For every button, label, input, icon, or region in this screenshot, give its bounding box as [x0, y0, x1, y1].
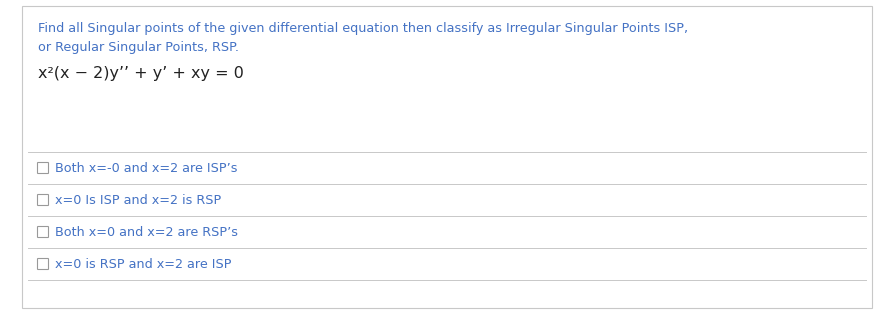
- FancyBboxPatch shape: [38, 163, 48, 174]
- Text: or Regular Singular Points, RSP.: or Regular Singular Points, RSP.: [38, 41, 239, 54]
- Text: Both x=0 and x=2 are RSP’s: Both x=0 and x=2 are RSP’s: [55, 225, 238, 239]
- Text: x=0 is RSP and x=2 are ISP: x=0 is RSP and x=2 are ISP: [55, 257, 231, 270]
- FancyBboxPatch shape: [38, 194, 48, 205]
- Text: x²(x − 2)y’’ + y’ + xy = 0: x²(x − 2)y’’ + y’ + xy = 0: [38, 66, 244, 81]
- FancyBboxPatch shape: [38, 258, 48, 269]
- Text: Both x=-0 and x=2 are ISP’s: Both x=-0 and x=2 are ISP’s: [55, 161, 238, 175]
- Text: x=0 Is ISP and x=2 is RSP: x=0 Is ISP and x=2 is RSP: [55, 193, 221, 207]
- Text: Find all Singular points of the given differential equation then classify as Irr: Find all Singular points of the given di…: [38, 22, 689, 35]
- FancyBboxPatch shape: [38, 226, 48, 237]
